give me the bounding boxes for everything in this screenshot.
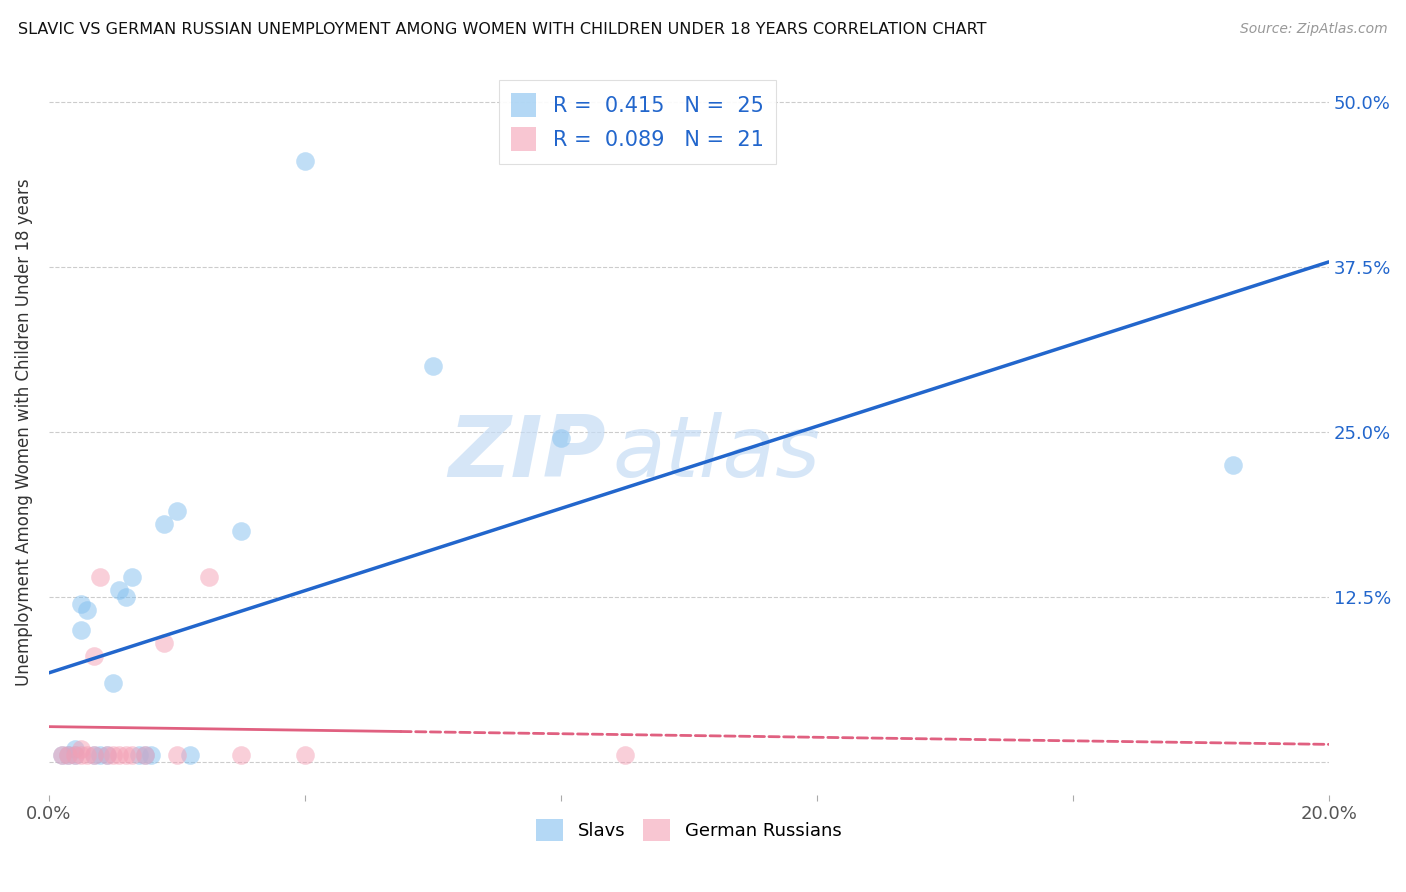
Point	[96, 748, 118, 763]
Point	[153, 636, 176, 650]
Point	[166, 748, 188, 763]
Point	[51, 748, 73, 763]
Point	[70, 741, 93, 756]
Point	[121, 570, 143, 584]
Point	[56, 748, 79, 763]
Point	[229, 524, 252, 538]
Point	[70, 623, 93, 637]
Point	[101, 748, 124, 763]
Text: Source: ZipAtlas.com: Source: ZipAtlas.com	[1240, 22, 1388, 37]
Point	[56, 748, 79, 763]
Point	[70, 748, 93, 763]
Point	[134, 748, 156, 763]
Point	[63, 748, 86, 763]
Point	[96, 748, 118, 763]
Point	[179, 748, 201, 763]
Point	[83, 649, 105, 664]
Point	[422, 359, 444, 373]
Point	[128, 748, 150, 763]
Point	[108, 748, 131, 763]
Point	[63, 741, 86, 756]
Point	[121, 748, 143, 763]
Y-axis label: Unemployment Among Women with Children Under 18 years: Unemployment Among Women with Children U…	[15, 178, 32, 686]
Point	[51, 748, 73, 763]
Point	[166, 504, 188, 518]
Point	[83, 748, 105, 763]
Text: atlas: atlas	[612, 412, 820, 495]
Point	[114, 590, 136, 604]
Point	[550, 431, 572, 445]
Point	[613, 748, 636, 763]
Point	[114, 748, 136, 763]
Point	[70, 597, 93, 611]
Point	[63, 748, 86, 763]
Point	[76, 603, 98, 617]
Text: ZIP: ZIP	[449, 412, 606, 495]
Point	[108, 583, 131, 598]
Point	[294, 748, 316, 763]
Point	[153, 517, 176, 532]
Point	[101, 675, 124, 690]
Point	[89, 748, 111, 763]
Point	[294, 153, 316, 168]
Point	[1222, 458, 1244, 472]
Point	[76, 748, 98, 763]
Point	[89, 570, 111, 584]
Point	[83, 748, 105, 763]
Point	[229, 748, 252, 763]
Point	[198, 570, 221, 584]
Legend: R =  0.415   N =  25, R =  0.089   N =  21: R = 0.415 N = 25, R = 0.089 N = 21	[499, 80, 776, 164]
Point	[134, 748, 156, 763]
Text: SLAVIC VS GERMAN RUSSIAN UNEMPLOYMENT AMONG WOMEN WITH CHILDREN UNDER 18 YEARS C: SLAVIC VS GERMAN RUSSIAN UNEMPLOYMENT AM…	[18, 22, 987, 37]
Point	[141, 748, 163, 763]
